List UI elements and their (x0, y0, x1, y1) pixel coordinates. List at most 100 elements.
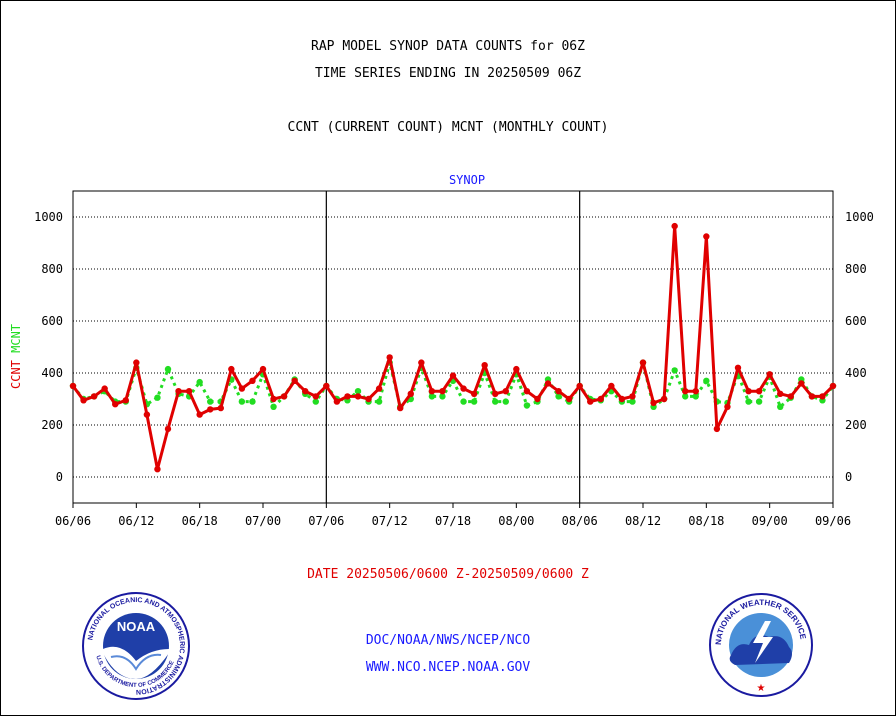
y-tick-label-left: 0 (56, 470, 63, 484)
data-point-ccnt (798, 380, 805, 387)
date-range: DATE 20250506/0600 Z-20250509/0600 Z (307, 567, 589, 582)
y-tick-label-left: 800 (41, 262, 63, 276)
data-point-ccnt (703, 233, 710, 240)
data-point-ccnt (608, 382, 615, 390)
data-point-ccnt (143, 411, 151, 418)
data-point-ccnt (185, 388, 193, 395)
data-point-mcnt (439, 393, 446, 400)
data-point-mcnt (428, 393, 436, 400)
data-point-ccnt (312, 393, 319, 400)
data-point-mcnt (354, 388, 362, 395)
data-point-ccnt (502, 388, 509, 395)
data-point-ccnt (428, 388, 436, 395)
data-point-ccnt (228, 365, 235, 373)
data-point-ccnt (819, 393, 826, 400)
data-point-mcnt (196, 378, 203, 386)
data-point-ccnt (523, 388, 531, 395)
x-tick-label: 07/06 (308, 514, 344, 528)
data-point-mcnt (492, 398, 499, 405)
data-point-ccnt (513, 365, 520, 373)
data-point-ccnt (344, 393, 351, 400)
x-tick-label: 06/12 (118, 514, 154, 528)
x-tick-label: 09/00 (752, 514, 788, 528)
data-point-mcnt (703, 377, 710, 384)
data-point-ccnt (777, 390, 784, 397)
data-point-ccnt (112, 401, 119, 408)
x-tick-label: 08/00 (498, 514, 534, 528)
data-point-ccnt (481, 362, 488, 369)
y-axis-label-mcnt: MCNT (9, 324, 23, 360)
data-point-mcnt (682, 393, 689, 400)
data-point-mcnt (523, 402, 531, 409)
y-tick-label-left: 1000 (34, 210, 63, 224)
x-tick-label: 06/18 (182, 514, 218, 528)
data-point-ccnt (333, 398, 341, 405)
data-point-mcnt (238, 398, 246, 405)
data-point-mcnt (755, 398, 763, 405)
data-point-ccnt (682, 388, 689, 395)
y-tick-label-right: 1000 (845, 210, 874, 224)
x-tick-label: 07/18 (435, 514, 471, 528)
footer-url: WWW.NCO.NCEP.NOAA.GOV (365, 660, 531, 675)
chart-title-line3: CCNT (CURRENT COUNT) MCNT (MONTHLY COUNT… (287, 120, 609, 135)
data-point-ccnt (734, 364, 742, 371)
data-point-ccnt (724, 403, 731, 410)
data-point-ccnt (618, 395, 626, 403)
y-axis-label: CCNT MCNT (9, 324, 23, 389)
data-point-ccnt (69, 382, 77, 390)
data-point-ccnt (122, 397, 129, 404)
nws-star-icon: ★ (757, 683, 766, 694)
data-point-ccnt (692, 388, 699, 395)
data-point-ccnt (375, 385, 383, 392)
noaa-logo-text: NOAA (117, 619, 156, 634)
data-point-ccnt (713, 425, 721, 433)
data-point-mcnt (555, 393, 562, 400)
data-point-ccnt (745, 388, 752, 395)
data-point-mcnt (671, 367, 678, 374)
y-axis-label-ccnt: CCNT (9, 360, 23, 389)
data-point-ccnt (133, 359, 140, 366)
data-point-ccnt (354, 393, 362, 400)
data-point-ccnt (207, 406, 214, 413)
data-point-ccnt (418, 359, 425, 366)
x-tick-label: 08/18 (688, 514, 724, 528)
data-point-ccnt (397, 404, 404, 412)
series-line-ccnt (71, 224, 835, 471)
data-point-ccnt (291, 377, 298, 384)
data-point-ccnt (671, 222, 678, 230)
data-point-ccnt (90, 393, 98, 400)
data-point-mcnt (745, 398, 752, 405)
data-point-ccnt (597, 395, 604, 403)
data-point-ccnt (280, 393, 288, 400)
data-point-ccnt (650, 399, 657, 407)
y-tick-label-right: 0 (845, 470, 852, 484)
data-point-ccnt (407, 390, 414, 397)
footer-org: DOC/NOAA/NWS/NCEP/NCO (365, 633, 531, 648)
data-point-ccnt (175, 388, 182, 395)
y-tick-label-left: 400 (41, 366, 63, 380)
data-point-ccnt (766, 371, 773, 378)
data-point-mcnt (270, 403, 277, 410)
data-point-ccnt (544, 380, 552, 387)
x-tick-label: 08/12 (625, 514, 661, 528)
data-point-ccnt (259, 365, 267, 373)
data-point-mcnt (249, 398, 256, 405)
data-point-ccnt (386, 354, 393, 361)
data-point-ccnt (639, 359, 647, 366)
data-point-ccnt (101, 385, 108, 392)
data-point-ccnt (302, 388, 309, 395)
plot-frame (72, 190, 834, 504)
data-point-ccnt (660, 395, 668, 403)
data-point-ccnt (755, 388, 763, 395)
x-tick-label: 06/06 (55, 514, 91, 528)
data-point-mcnt (154, 394, 161, 401)
data-point-ccnt (80, 397, 87, 404)
data-point-ccnt (565, 395, 573, 403)
data-point-ccnt (576, 382, 583, 390)
data-point-ccnt (492, 390, 499, 397)
data-point-ccnt (808, 393, 816, 400)
data-point-ccnt (238, 385, 246, 392)
y-tick-label-right: 400 (845, 366, 867, 380)
